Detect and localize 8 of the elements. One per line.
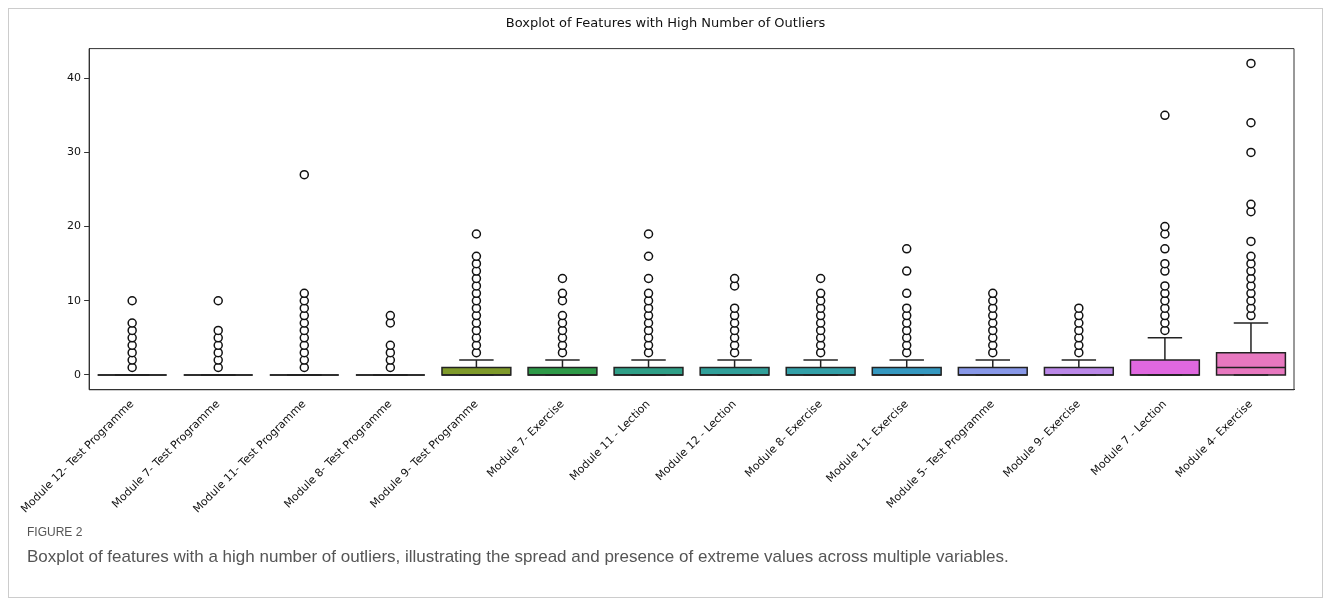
y-tick-label: 10 [67,293,82,307]
chart-title: Boxplot of Features with High Number of Outliers [504,15,827,30]
y-tick-label: 30 [67,145,82,159]
y-tick-label: 20 [67,219,82,233]
y-tick-label: 40 [67,71,82,85]
text: Boxplot of features with a high number of outliers, illustrating the spread and presence of extreme values across multiple variables. [27,547,1009,567]
caption: FIGURE 2 [27,525,84,539]
y-tick-label: 0 [74,367,82,381]
